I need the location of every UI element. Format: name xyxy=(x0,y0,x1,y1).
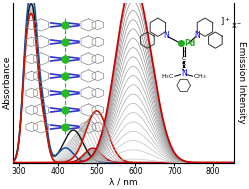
Text: C: C xyxy=(182,56,186,61)
Text: C: C xyxy=(182,67,186,72)
Text: N: N xyxy=(163,31,169,40)
X-axis label: λ / nm: λ / nm xyxy=(110,177,138,186)
Text: N: N xyxy=(181,69,187,78)
Text: N: N xyxy=(195,31,200,40)
Text: C: C xyxy=(182,61,186,66)
Text: Pd: Pd xyxy=(185,39,196,48)
Y-axis label: Absorbance: Absorbance xyxy=(3,56,12,109)
Text: CH$_3$: CH$_3$ xyxy=(193,72,206,81)
Y-axis label: Emission Intensity: Emission Intensity xyxy=(237,41,246,124)
Text: X$^-$: X$^-$ xyxy=(231,21,242,29)
Text: ]$^+$: ]$^+$ xyxy=(220,16,231,28)
Text: H$_3$C: H$_3$C xyxy=(161,72,175,81)
